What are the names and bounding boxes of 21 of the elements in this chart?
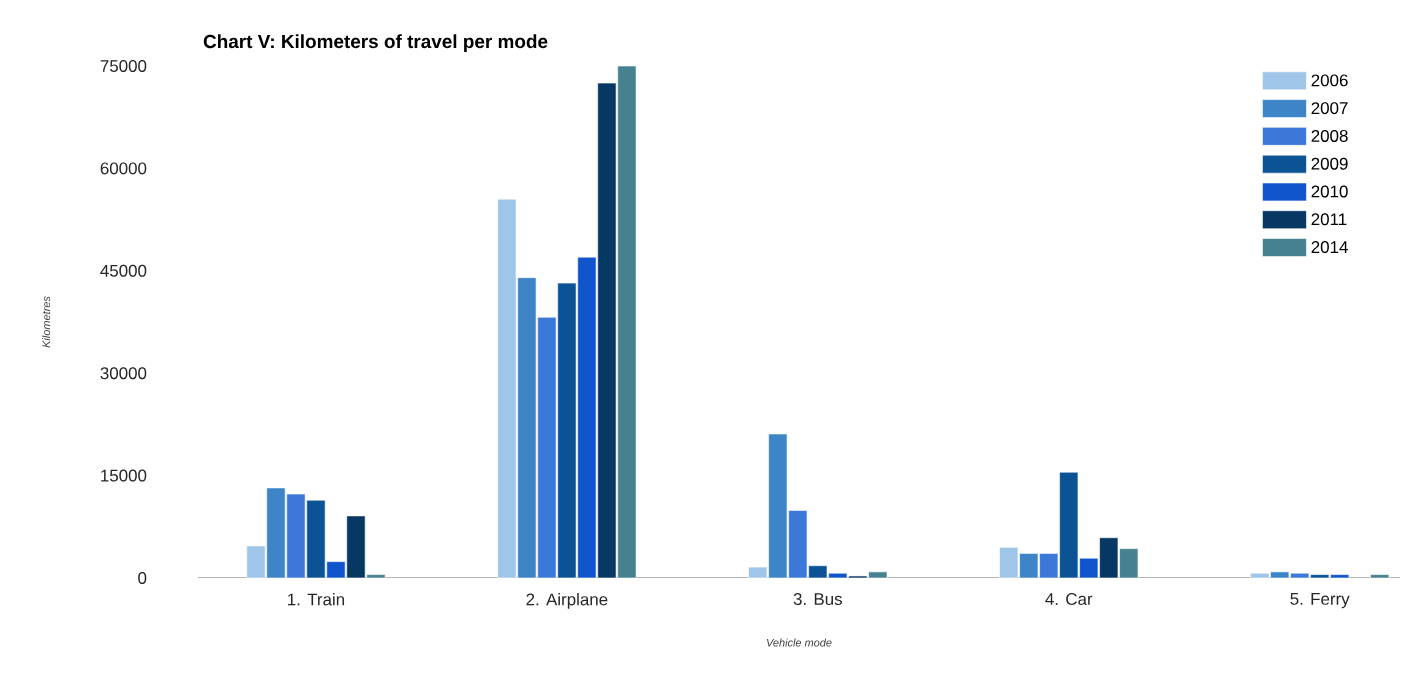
x-tick-label: 5. Ferry	[1290, 593, 1350, 609]
legend-label: 2008	[1311, 129, 1348, 142]
x-axis-title: Vehicle mode	[766, 638, 832, 647]
chart-title: Chart V: Kilometers of travel per mode	[203, 34, 548, 52]
x-tick-label: 1. Train	[288, 593, 345, 606]
legend-label: 2007	[1311, 102, 1348, 115]
y-tick-label: 15000	[101, 469, 147, 482]
y-tick-label: 0	[138, 572, 147, 584]
y-axis-title: Kilometres	[42, 296, 51, 348]
y-tick-label: 45000	[100, 264, 147, 277]
x-tick-label: 2. Airplane	[526, 593, 608, 609]
y-tick-label: 75000	[100, 60, 147, 72]
y-tick-label: 60000	[100, 162, 147, 175]
x-tick-label: 4. Car	[1045, 593, 1093, 606]
legend-label: 2010	[1311, 185, 1348, 198]
legend-label: 2011	[1311, 213, 1347, 226]
x-tick-label: 3. Bus	[793, 593, 842, 606]
legend-label: 2009	[1311, 157, 1348, 170]
legend-label: 2006	[1311, 74, 1348, 87]
legend-label: 2014	[1311, 241, 1348, 254]
y-tick-label: 30000	[100, 367, 147, 380]
